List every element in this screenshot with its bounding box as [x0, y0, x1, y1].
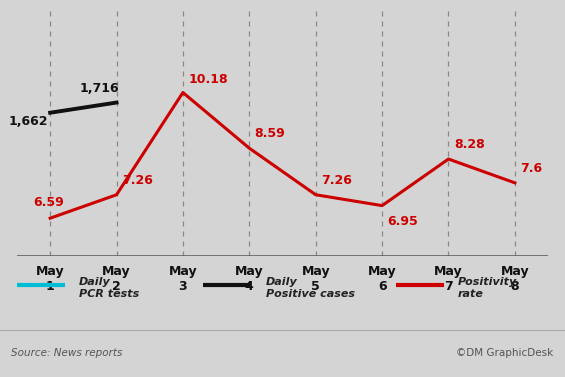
Text: 7.26: 7.26 [122, 174, 153, 187]
Text: Source: News reports: Source: News reports [11, 348, 123, 357]
Text: 7.26: 7.26 [321, 174, 352, 187]
Text: 1,662: 1,662 [9, 115, 49, 128]
Text: 1,716: 1,716 [80, 82, 120, 95]
Text: 6.59: 6.59 [33, 196, 64, 210]
Text: 6.95: 6.95 [388, 215, 418, 228]
Text: Positivity
rate: Positivity rate [458, 277, 517, 299]
Text: 8.59: 8.59 [255, 127, 285, 141]
Text: 7.6: 7.6 [520, 162, 542, 175]
Text: 10.18: 10.18 [188, 73, 228, 86]
Text: Daily
PCR tests: Daily PCR tests [79, 277, 140, 299]
Text: 8.28: 8.28 [454, 138, 485, 151]
Text: ©DM GraphicDesk: ©DM GraphicDesk [457, 348, 554, 357]
Text: Daily
Positive cases: Daily Positive cases [266, 277, 355, 299]
